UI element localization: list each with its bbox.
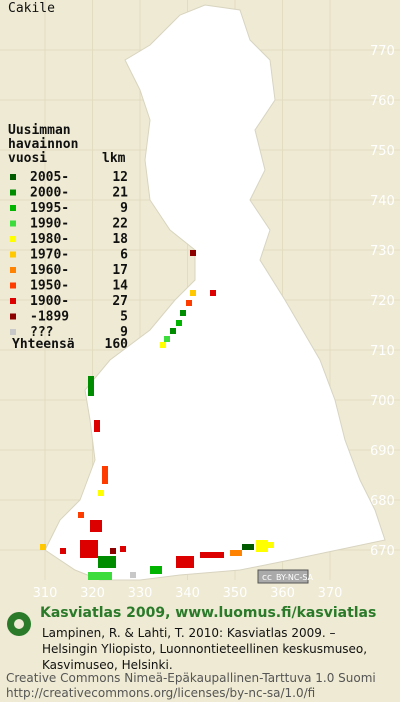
grid-y-label: 710 xyxy=(370,344,395,359)
legend-count: 14 xyxy=(112,279,128,294)
legend-swatch xyxy=(10,282,16,289)
license-badge: cc BY-NC-SA xyxy=(257,569,314,584)
grid-y-label: 680 xyxy=(370,494,395,509)
footer: Lampinen, R. & Lahti, T. 2010: Kasviatla… xyxy=(6,626,376,700)
legend-label: 2005- xyxy=(30,170,69,185)
legend-swatch xyxy=(10,267,16,273)
grid-y-label: 690 xyxy=(370,444,395,459)
logo xyxy=(7,612,31,636)
legend-swatch xyxy=(10,313,16,320)
grid-x-label: 360 xyxy=(270,586,295,601)
legend-count: 21 xyxy=(112,186,128,201)
grid-y-label: 720 xyxy=(370,294,395,309)
legend-swatch xyxy=(10,189,16,196)
legend-count: 22 xyxy=(112,217,128,232)
grid-x-label: 310 xyxy=(33,586,58,601)
legend-label: 1980- xyxy=(30,232,69,247)
footer-heading: Kasviatlas 2009, www.luomus.fi/kasviatla… xyxy=(40,605,376,621)
grid-x-label: 340 xyxy=(175,586,200,601)
grid-y-label: 730 xyxy=(370,244,395,259)
legend-count: 27 xyxy=(112,294,128,309)
citation-line: Helsingin Yliopisto, Luonnontieteellinen… xyxy=(42,642,367,656)
legend-total-label: Yhteensä xyxy=(12,337,75,352)
legend-label: 1990- xyxy=(30,217,69,232)
legend-label: 1960- xyxy=(30,263,69,278)
grid-y-label: 750 xyxy=(370,144,395,159)
legend-total: 160 xyxy=(105,337,129,352)
grid-y-label: 670 xyxy=(370,544,395,559)
legend-swatch xyxy=(10,251,16,258)
occurrence-squares xyxy=(40,250,274,580)
legend-swatch xyxy=(10,236,16,242)
legend-count: 18 xyxy=(112,232,128,247)
legend-swatch xyxy=(10,298,16,304)
license-line: http://creativecommons.org/licenses/by-n… xyxy=(6,686,315,700)
legend-swatch xyxy=(10,220,16,227)
legend-count: 5 xyxy=(120,310,128,325)
legend-label: 1970- xyxy=(30,248,69,263)
grid-y-label: 700 xyxy=(370,394,395,409)
legend-label: 2000- xyxy=(30,186,69,201)
legend-heading: vuosi xyxy=(8,151,47,166)
legend-swatch xyxy=(10,174,16,180)
legend-heading: Uusimman xyxy=(8,123,71,138)
legend-count: 9 xyxy=(120,325,128,340)
legend-label: ??? xyxy=(30,325,53,340)
citation-line: Lampinen, R. & Lahti, T. 2010: Kasviatla… xyxy=(42,626,336,640)
legend-label: 1995- xyxy=(30,201,69,216)
legend-heading: havainnon xyxy=(8,137,78,152)
legend-count: 6 xyxy=(120,248,128,263)
legend-count: 17 xyxy=(112,263,128,278)
badge-license: BY-NC-SA xyxy=(276,573,314,582)
legend-count: 9 xyxy=(120,201,128,216)
grid-x-label: 320 xyxy=(80,586,105,601)
grid-x-label: 370 xyxy=(318,586,343,601)
legend-count-heading: lkm xyxy=(102,151,126,166)
legend-label: 1900- xyxy=(30,294,69,309)
license-line: Creative Commons Nimeä-Epäkaupallinen-Ta… xyxy=(6,671,376,685)
legend-label: -1899 xyxy=(30,310,69,325)
badge-cc: cc xyxy=(262,573,272,583)
grid-x-label: 350 xyxy=(223,586,248,601)
legend-swatch xyxy=(10,329,16,335)
legend-count: 12 xyxy=(112,170,128,185)
legend-swatch xyxy=(10,205,16,211)
map-title: Cakile xyxy=(8,1,55,16)
grid-y-label: 760 xyxy=(370,94,395,109)
grid-x-label: 330 xyxy=(128,586,153,601)
legend-label: 1950- xyxy=(30,279,69,294)
grid-y-label: 770 xyxy=(370,44,395,59)
grid-y-label: 740 xyxy=(370,194,395,209)
citation-line: Kasvimuseo, Helsinki. xyxy=(42,658,173,672)
